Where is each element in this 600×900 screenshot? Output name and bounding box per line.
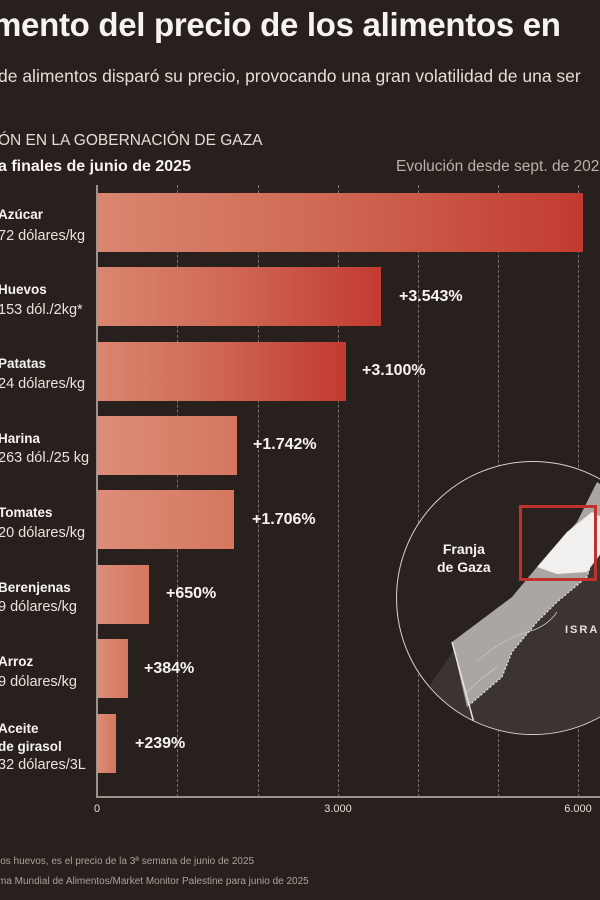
bar-harina <box>97 416 237 475</box>
category-name-huevos: Huevos <box>0 282 47 297</box>
category-price-huevos: 153 dól./2kg* <box>0 302 83 318</box>
value-label-harina: +1.742% <box>253 436 317 453</box>
category-price-berenjenas: 9 dólares/kg <box>0 599 77 615</box>
x-tick-3000: 3.000 <box>324 803 352 815</box>
map-label-line1: Franja <box>442 541 485 557</box>
value-label-aceite: +239% <box>135 735 186 752</box>
section-subtitle: a finales de junio de 2025 <box>0 158 191 175</box>
category-price-harina: 263 dól./25 kg <box>0 450 90 466</box>
value-label-arroz: +384% <box>144 660 195 677</box>
map-inset: Franja de Gaza ISRAEL <box>396 461 600 735</box>
category-name-aceite-line2: de girasol <box>0 739 62 754</box>
category-name-berenjenas: Berenjenas <box>0 580 71 595</box>
grid-line <box>338 185 339 797</box>
category-price-azucar: 72 dólares/kg <box>0 228 86 244</box>
category-name-tomates: Tomates <box>0 505 53 520</box>
gaza-map-icon <box>397 482 600 734</box>
bar-tomates <box>97 490 234 549</box>
x-tick-0: 0 <box>93 803 101 815</box>
category-price-tomates: 20 dólares/kg <box>0 525 86 541</box>
footnote-note: los huevos, es el precio de la 3ª semana… <box>0 856 255 867</box>
category-name-patatas: Patatas <box>0 356 47 371</box>
map-label-line2: de Gaza <box>437 559 491 575</box>
value-label-berenjenas: +650% <box>166 585 217 602</box>
chart-title: mento del precio de los alimentos en <box>0 6 561 43</box>
footnote-source: ma Mundial de Alimentos/Market Monitor P… <box>0 876 309 887</box>
bar-patatas <box>97 342 346 401</box>
category-name-harina: Harina <box>0 431 41 446</box>
grid-line <box>418 185 419 797</box>
category-price-arroz: 9 dólares/kg <box>0 674 77 690</box>
chart-subtitle: de alimentos disparó su precio, provocan… <box>0 66 581 86</box>
x-tick-6000: 6.000 <box>564 803 592 815</box>
bar-azucar <box>97 193 583 252</box>
bar-aceite <box>97 714 116 773</box>
category-name-aceite: Aceite <box>0 721 39 736</box>
map-label-gaza-strip: Franja de Gaza <box>437 540 491 576</box>
value-label-tomates: +1.706% <box>252 511 316 528</box>
category-price-aceite: 32 dólares/3L <box>0 757 86 773</box>
x-axis-line <box>96 796 600 798</box>
grid-line <box>258 185 259 797</box>
evolution-label: Evolución desde sept. de 202 <box>396 158 600 175</box>
bar-arroz <box>97 639 128 698</box>
category-name-azucar: Azúcar <box>0 207 44 222</box>
section-title: ÓN EN LA GOBERNACIÓN DE GAZA <box>0 132 263 149</box>
category-name-arroz: Arroz <box>0 654 34 669</box>
value-label-huevos: +3.543% <box>399 288 463 305</box>
value-label-patatas: +3.100% <box>362 362 426 379</box>
category-price-patatas: 24 dólares/kg <box>0 376 86 392</box>
gaza-governorate-highlight-box <box>519 505 597 581</box>
map-label-israel: ISRAEL <box>565 624 600 636</box>
bar-huevos <box>97 267 381 326</box>
bar-berenjenas <box>97 565 149 624</box>
